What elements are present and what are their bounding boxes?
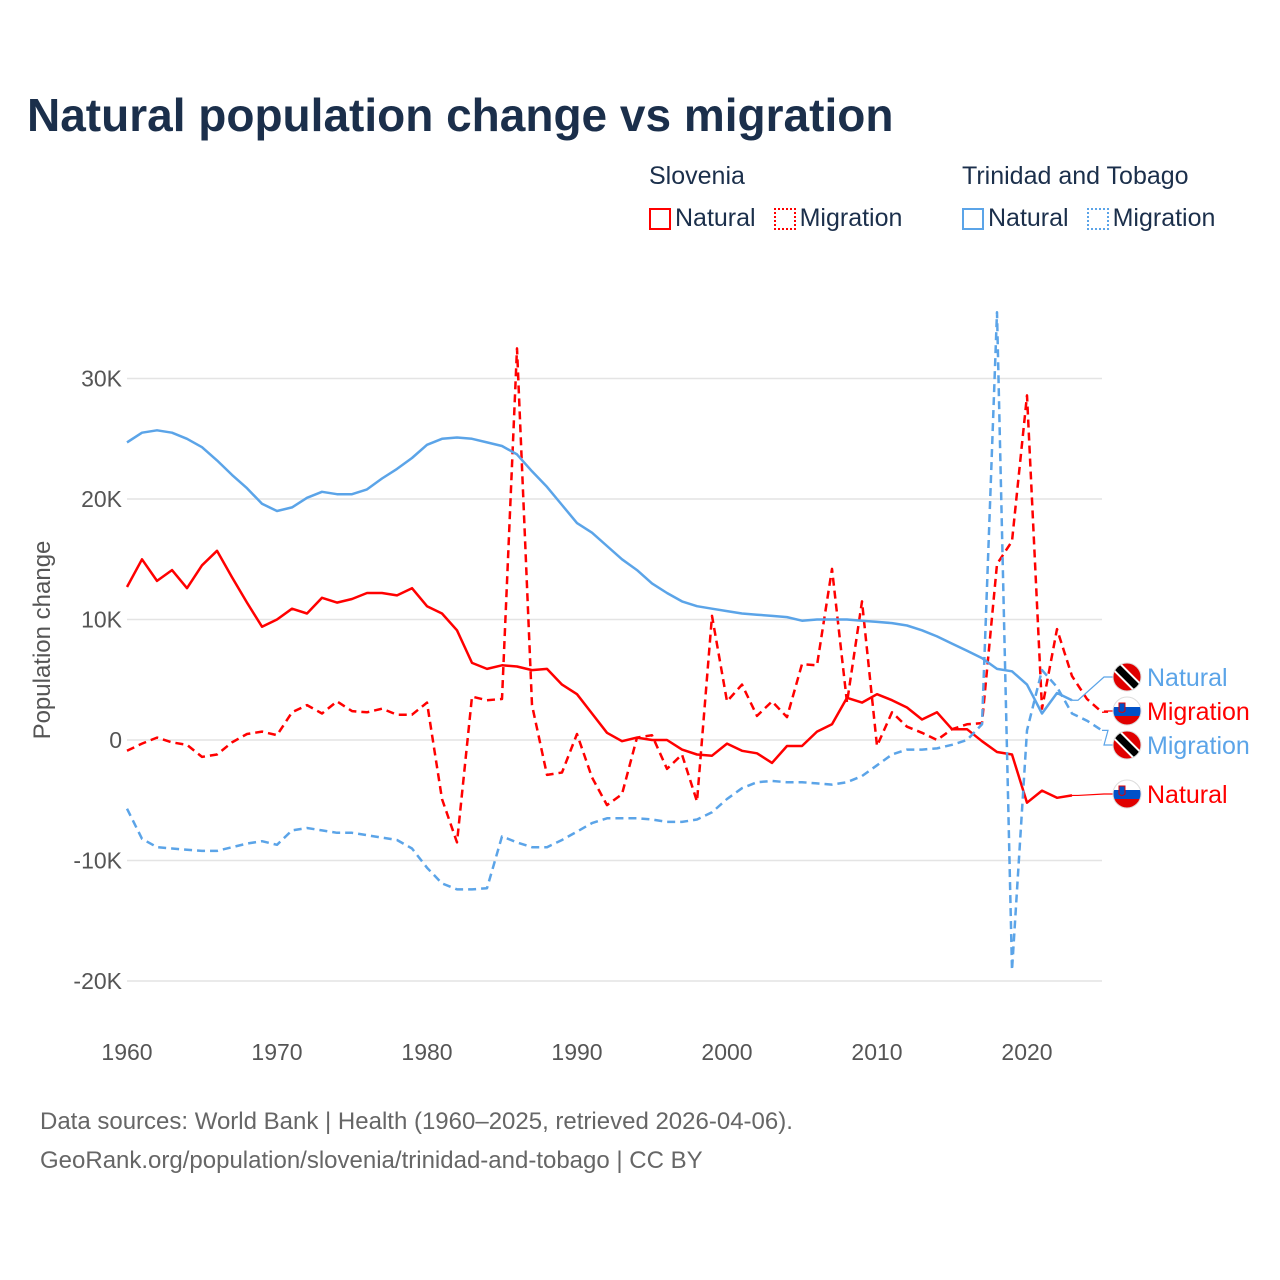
- legend-item-slovenia-migration[interactable]: Migration: [773, 204, 903, 233]
- legend-label: Natural: [675, 204, 756, 232]
- legend-item-tt-natural[interactable]: Natural: [962, 204, 1069, 233]
- series-line-slovenia-migration: [126, 347, 1103, 844]
- y-axis-label: Population change: [29, 541, 56, 740]
- legend-label: Natural: [988, 204, 1069, 232]
- x-tick-label: 1970: [251, 1039, 302, 1065]
- x-tick-label: 1980: [401, 1039, 452, 1065]
- trinidad-and-tobago-flag-icon: [1112, 730, 1142, 760]
- leader-line: [1102, 710, 1113, 713]
- solid-line-swatch-icon: [962, 207, 984, 230]
- end-label-text: Natural: [1147, 664, 1228, 692]
- y-tick-label: -20K: [73, 968, 122, 994]
- legend-item-tt-migration[interactable]: Migration: [1086, 204, 1216, 233]
- dashed-line-swatch-icon: [1086, 207, 1109, 230]
- dashed-line-swatch-icon: [773, 207, 796, 230]
- series-line-trinidad-and-tobago-natural: [126, 429, 1073, 715]
- leader-line: [1072, 676, 1113, 701]
- chart-title: Natural population change vs migration: [27, 89, 894, 141]
- legend-group-slovenia: Slovenia Natural Migration: [649, 162, 902, 233]
- legend-label: Migration: [1112, 204, 1216, 232]
- footer-sources: Data sources: World Bank | Health (1960–…: [40, 1108, 793, 1135]
- leader-line: [1102, 729, 1113, 746]
- slovenia-flag-icon: [1112, 779, 1142, 809]
- footer-attribution[interactable]: GeoRank.org/population/slovenia/trinidad…: [40, 1147, 703, 1174]
- series-line-slovenia-natural: [125, 549, 1073, 804]
- trinidad-and-tobago-flag-icon: [1112, 662, 1142, 692]
- x-tick-label: 2000: [701, 1039, 752, 1065]
- end-label-slovenia-migration: Migration: [1102, 696, 1250, 726]
- series-line-trinidad-and-tobago-migration: [125, 310, 1103, 972]
- leader-line: [1072, 793, 1113, 797]
- x-tick-label: 1990: [551, 1039, 602, 1065]
- x-tick-label: 1960: [101, 1039, 152, 1065]
- solid-line-swatch-icon: [649, 207, 671, 230]
- end-label-text: Migration: [1147, 698, 1250, 726]
- end-label-trinidad-and-tobago-natural: Natural: [1072, 662, 1228, 701]
- legend-label: Migration: [799, 204, 903, 232]
- legend-group-trinidad-and-tobago: Trinidad and Tobago Natural Migration: [962, 162, 1215, 233]
- slovenia-flag-icon: [1112, 696, 1142, 726]
- y-tick-label: 10K: [81, 607, 123, 633]
- end-label-text: Migration: [1147, 732, 1250, 760]
- y-tick-label: 0: [109, 727, 122, 753]
- end-label-slovenia-natural: Natural: [1072, 779, 1228, 809]
- legend-country-label: Trinidad and Tobago: [962, 162, 1189, 190]
- end-label-text: Natural: [1147, 781, 1228, 809]
- y-tick-label: 20K: [81, 486, 123, 512]
- legend-country-label: Slovenia: [649, 162, 745, 190]
- end-label-trinidad-and-tobago-migration: Migration: [1102, 729, 1250, 760]
- y-tick-label: 30K: [81, 366, 123, 392]
- legend-item-slovenia-natural[interactable]: Natural: [649, 204, 756, 233]
- x-tick-label: 2020: [1001, 1039, 1052, 1065]
- y-tick-label: -10K: [73, 848, 122, 874]
- x-tick-label: 2010: [851, 1039, 902, 1065]
